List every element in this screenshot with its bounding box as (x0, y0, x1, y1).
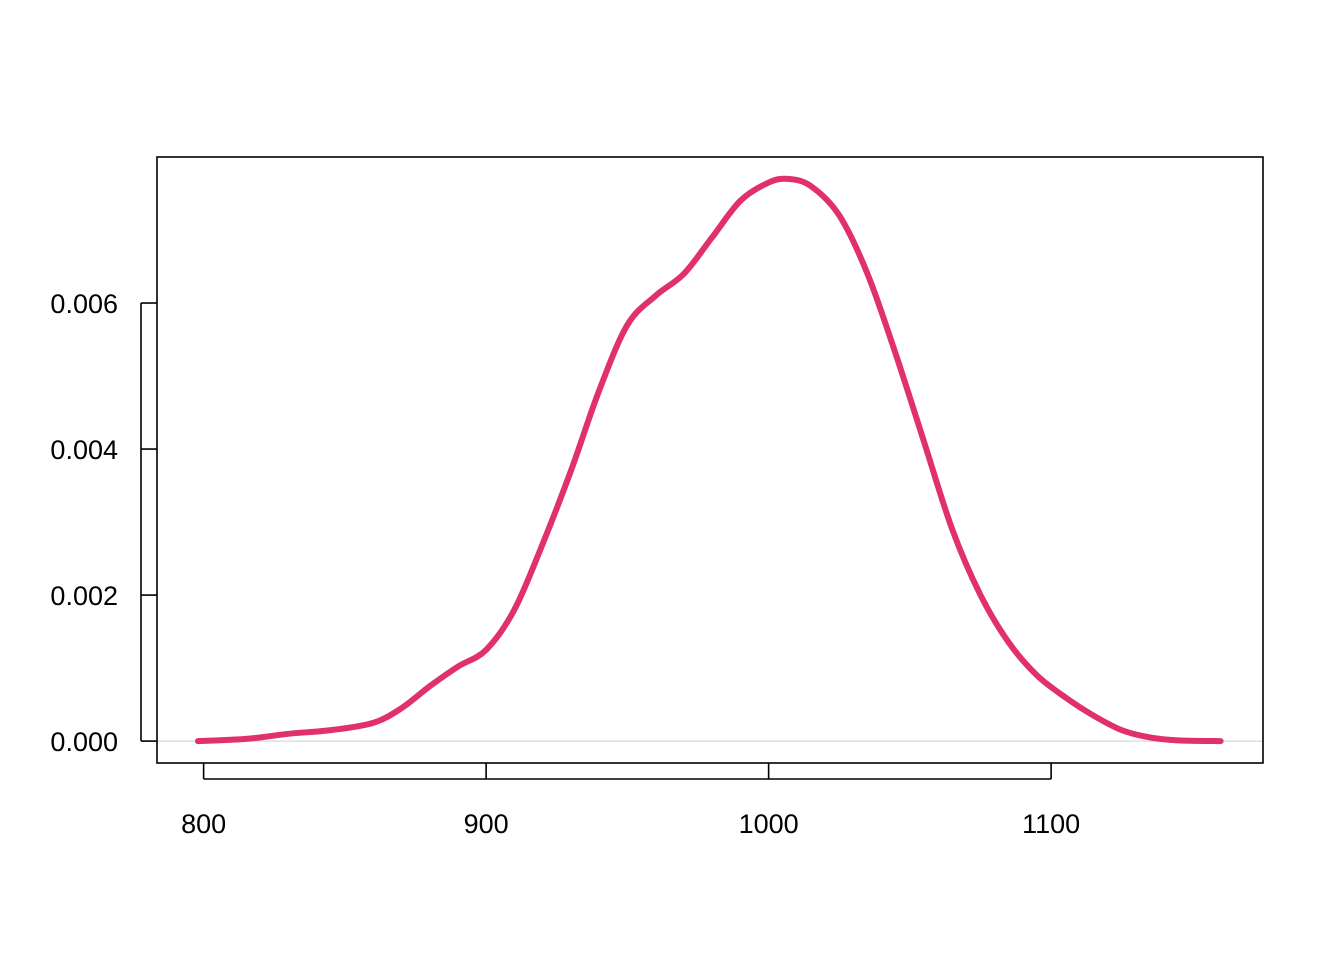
x-tick-label: 800 (181, 809, 226, 839)
y-tick-label: 0.004 (50, 435, 118, 465)
y-tick-label: 0.000 (50, 727, 118, 757)
x-tick-label: 900 (464, 809, 509, 839)
y-axis: 0.000 0.002 0.004 0.006 (50, 289, 157, 757)
x-axis: 800 900 1000 1100 (181, 763, 1080, 839)
y-tick-label: 0.002 (50, 581, 118, 611)
plot-frame (156, 156, 1264, 764)
x-tick-label: 1000 (739, 809, 799, 839)
x-tick-label: 1100 (1022, 809, 1080, 839)
density-line (194, 175, 1224, 745)
y-tick-label: 0.006 (50, 289, 118, 319)
